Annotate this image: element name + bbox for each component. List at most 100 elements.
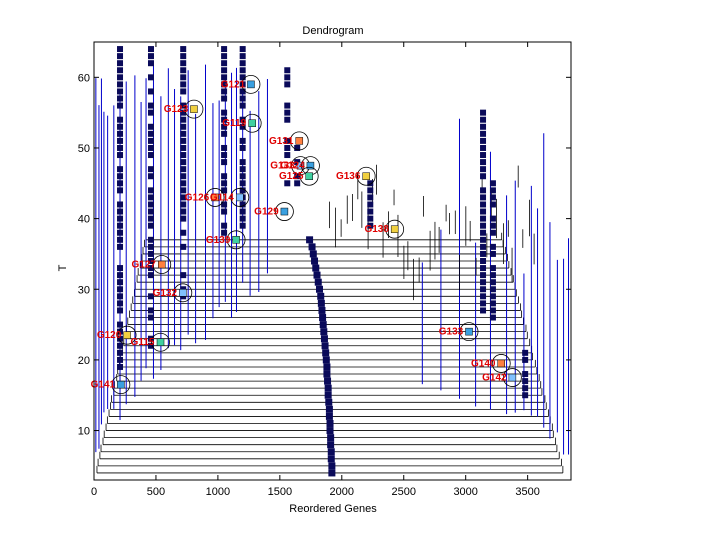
node-circle [385, 219, 405, 239]
trunk-square [326, 427, 334, 435]
gene-square [147, 123, 154, 130]
gene-square [180, 243, 187, 250]
node-marker [190, 105, 198, 113]
trunk-square [324, 391, 332, 399]
gene-square [117, 215, 124, 222]
x-tick-label: 2500 [391, 486, 415, 498]
gene-square [480, 144, 487, 151]
gene-square [117, 229, 124, 236]
gene-square [239, 208, 246, 215]
gene-square [117, 349, 124, 356]
gene-square [221, 159, 228, 166]
gene-square [480, 265, 487, 272]
node-label: G133 [439, 327, 464, 338]
trunk-square [328, 469, 336, 477]
trunk-square [320, 328, 328, 336]
gene-square [147, 293, 154, 300]
gene-square [480, 307, 487, 314]
gene-square [117, 95, 124, 102]
gene-square [117, 279, 124, 286]
gene-square [221, 116, 228, 123]
node-label: G127 [132, 260, 157, 271]
gene-square [147, 215, 154, 222]
node-label: G140 [471, 358, 496, 369]
gene-square [480, 130, 487, 137]
node-marker [306, 161, 315, 170]
node-label: G114 [210, 192, 234, 203]
node-label: G115 [131, 337, 155, 348]
gene-square [117, 342, 124, 349]
gene-square [221, 109, 228, 116]
gene-square [221, 144, 228, 151]
trunk-square [327, 455, 335, 463]
gene-square [180, 88, 187, 95]
gene-square [117, 201, 124, 208]
gene-square [180, 144, 187, 151]
gene-square [180, 187, 187, 194]
trunk-square [311, 257, 319, 265]
gene-square [180, 194, 187, 201]
node-marker [508, 373, 517, 382]
gene-square [147, 137, 154, 144]
gene-square [147, 152, 154, 159]
gene-square [489, 307, 496, 314]
node-label: G129 [254, 207, 279, 218]
node-label: G124 [280, 161, 305, 172]
gene-square [284, 102, 291, 109]
gene-square [221, 130, 228, 137]
gene-square [180, 130, 187, 137]
gene-square [221, 46, 228, 53]
gene-square [117, 116, 124, 123]
gene-square [221, 95, 228, 102]
gene-square [180, 173, 187, 180]
gene-square [221, 208, 228, 215]
trunk-square [306, 236, 314, 244]
node-label: G138 [364, 224, 389, 235]
gene-square [239, 222, 246, 229]
gene-square [117, 81, 124, 88]
gene-square [147, 201, 154, 208]
gene-square [180, 102, 187, 109]
x-axis-label: Reordered Genes [289, 503, 377, 515]
gene-square [367, 194, 374, 201]
x-tick-label: 2000 [330, 486, 354, 498]
gene-square [147, 307, 154, 314]
gene-square [284, 116, 291, 123]
gene-square [221, 229, 228, 236]
gene-square [117, 187, 124, 194]
gene-square [147, 46, 154, 53]
gene-square [117, 222, 124, 229]
gene-square [147, 222, 154, 229]
node-circle [242, 113, 262, 133]
node-marker [280, 207, 289, 216]
gene-square [117, 166, 124, 173]
y-axis-label: T [57, 264, 69, 271]
gene-square [180, 74, 187, 81]
gene-square [147, 265, 154, 272]
gene-square [239, 144, 246, 151]
gene-square [480, 208, 487, 215]
gene-square [480, 293, 487, 300]
gene-square [147, 88, 154, 95]
gene-square [221, 53, 228, 60]
gene-square [117, 208, 124, 215]
gene-square [117, 356, 124, 363]
trunk-square [327, 441, 335, 449]
gene-square [489, 194, 496, 201]
gene-square [239, 180, 246, 187]
gene-square [284, 109, 291, 116]
gene-square [489, 215, 496, 222]
gene-square [522, 371, 529, 378]
gene-square [367, 215, 374, 222]
node-circle [184, 99, 204, 119]
node-marker [247, 80, 255, 89]
gene-square [180, 46, 187, 53]
gene-square [480, 152, 487, 159]
gene-square [367, 208, 374, 215]
gene-square [117, 300, 124, 307]
node-marker [156, 338, 165, 346]
x-tick-label: 3500 [515, 486, 539, 498]
node-marker [390, 225, 399, 233]
gene-square [239, 116, 246, 123]
gene-square [480, 116, 487, 123]
